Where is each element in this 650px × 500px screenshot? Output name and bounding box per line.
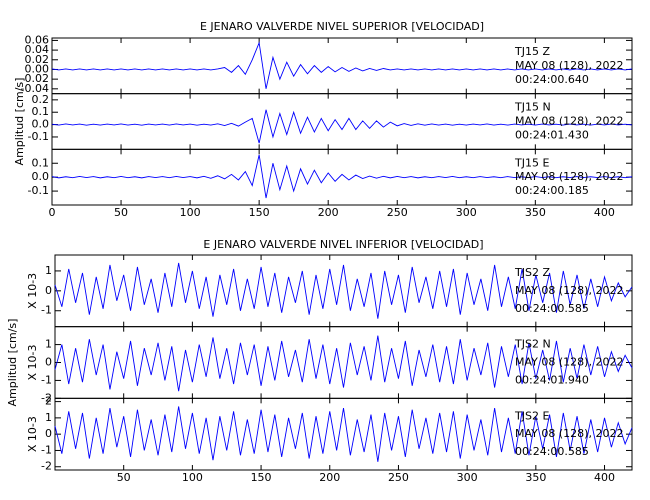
y-tick-label: 1 bbox=[45, 264, 52, 277]
x-tick-label: 300 bbox=[457, 471, 478, 484]
x-tick-label: 200 bbox=[319, 471, 340, 484]
date-label: MAY 08 (128), 2022 bbox=[515, 284, 623, 297]
scale-label: X 10-3 bbox=[26, 416, 39, 452]
time-label: 00:24:00.640 bbox=[515, 73, 589, 86]
y-axis-label: Amplitud [cm/s] bbox=[13, 78, 26, 166]
station-label: TJS2 N bbox=[514, 338, 551, 351]
x-tick-label: 0 bbox=[49, 206, 56, 219]
y-tick-label: 0 bbox=[45, 284, 52, 297]
station-label: TJ15 Z bbox=[514, 45, 550, 58]
waveform bbox=[51, 154, 633, 199]
station-label: TJS2 Z bbox=[514, 266, 550, 279]
y-tick-label: 0.06 bbox=[25, 33, 50, 46]
y-tick-label: -1 bbox=[41, 373, 52, 386]
x-tick-label: 100 bbox=[182, 471, 203, 484]
waveform bbox=[51, 109, 633, 144]
y-tick-label: 0.2 bbox=[32, 93, 50, 106]
x-tick-label: 250 bbox=[387, 206, 408, 219]
y-tick-label: -0.1 bbox=[28, 184, 49, 197]
x-tick-label: 400 bbox=[594, 471, 615, 484]
y-tick-label: -0.04 bbox=[21, 82, 49, 95]
waveform bbox=[51, 41, 633, 89]
date-label: MAY 08 (128), 2022 bbox=[515, 356, 623, 369]
date-label: MAY 08 (128), 2022 bbox=[515, 59, 623, 72]
waveform bbox=[54, 335, 633, 392]
station-label: TJS2 E bbox=[514, 409, 549, 422]
scale-label: X 10-3 bbox=[26, 345, 39, 381]
x-tick-label: 350 bbox=[525, 471, 546, 484]
y-tick-label: 0.0 bbox=[32, 118, 50, 131]
x-tick-label: 50 bbox=[117, 471, 131, 484]
y-tick-label: 0.02 bbox=[25, 53, 50, 66]
chart-title: E JENARO VALVERDE NIVEL INFERIOR [VELOCI… bbox=[203, 238, 483, 251]
time-label: 00:24:01.430 bbox=[515, 128, 589, 141]
y-axis-label: Amplitud [cm/s] bbox=[6, 319, 19, 407]
y-tick-label: -2 bbox=[41, 391, 52, 404]
waveform bbox=[54, 262, 633, 319]
station-label: TJ15 E bbox=[514, 156, 549, 169]
date-label: MAY 08 (128), 2022 bbox=[515, 115, 623, 128]
y-tick-label: -0.1 bbox=[28, 130, 49, 143]
y-tick-label: -1 bbox=[41, 304, 52, 317]
y-tick-label: 0.1 bbox=[32, 156, 50, 169]
y-tick-label: 2 bbox=[45, 395, 52, 408]
y-tick-label: -0.02 bbox=[21, 72, 49, 85]
y-tick-label: 0.00 bbox=[25, 62, 50, 75]
y-tick-label: 1 bbox=[45, 338, 52, 351]
x-tick-label: 300 bbox=[456, 206, 477, 219]
y-tick-label: -1 bbox=[41, 443, 52, 456]
x-tick-label: 250 bbox=[388, 471, 409, 484]
y-tick-label: 0.1 bbox=[32, 105, 50, 118]
date-label: MAY 08 (128), 2022 bbox=[515, 170, 623, 183]
chart-title: E JENARO VALVERDE NIVEL SUPERIOR [VELOCI… bbox=[200, 20, 484, 33]
y-tick-label: 1 bbox=[45, 411, 52, 424]
x-tick-label: 400 bbox=[594, 206, 615, 219]
time-label: 00:24:00.585 bbox=[515, 445, 589, 458]
scale-label: X 10-3 bbox=[26, 273, 39, 309]
x-tick-label: 350 bbox=[525, 206, 546, 219]
y-tick-label: -2 bbox=[41, 460, 52, 473]
y-tick-label: 0.04 bbox=[25, 43, 50, 56]
time-label: 00:24:01.940 bbox=[515, 373, 589, 386]
station-label: TJ15 N bbox=[514, 101, 551, 114]
x-tick-label: 100 bbox=[180, 206, 201, 219]
x-tick-label: 200 bbox=[318, 206, 339, 219]
x-tick-label: 150 bbox=[251, 471, 272, 484]
y-tick-label: 0.0 bbox=[32, 170, 50, 183]
y-tick-label: 0 bbox=[45, 427, 52, 440]
x-tick-label: 50 bbox=[114, 206, 128, 219]
time-label: 00:24:00.185 bbox=[515, 184, 589, 197]
y-tick-label: 0 bbox=[45, 356, 52, 369]
date-label: MAY 08 (128), 2022 bbox=[515, 427, 623, 440]
x-tick-label: 150 bbox=[249, 206, 270, 219]
time-label: 00:24:00.585 bbox=[515, 302, 589, 315]
waveform bbox=[54, 406, 633, 462]
